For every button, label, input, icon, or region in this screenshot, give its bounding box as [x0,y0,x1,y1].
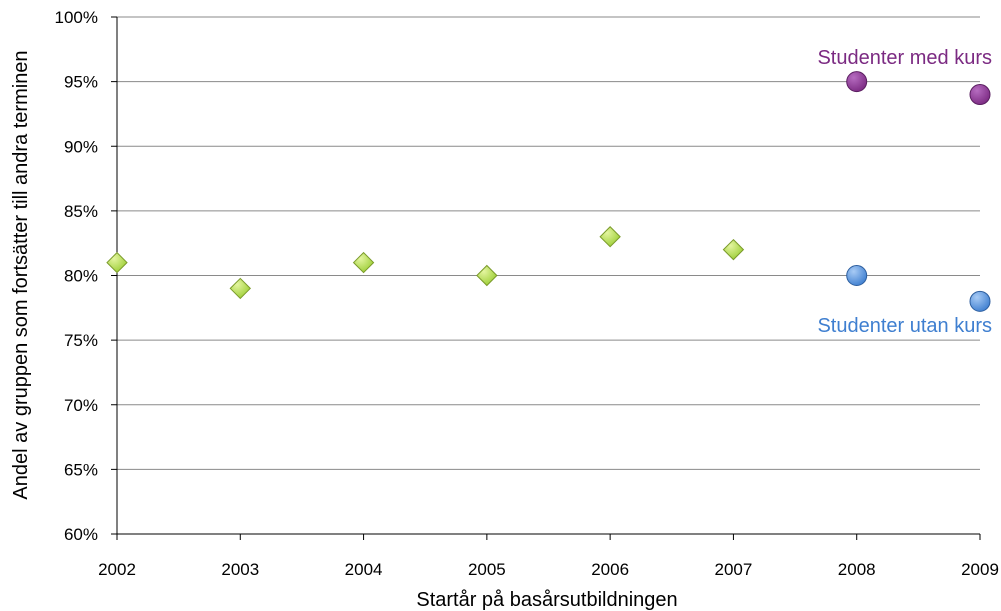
x-tick-label: 2007 [715,560,753,579]
diamond-point [599,226,621,248]
point-med-kurs [846,71,868,93]
y-tick-label: 70% [64,396,98,415]
axes [111,16,981,540]
diamond-point [476,264,498,287]
x-tick-label: 2008 [838,560,876,579]
point-utan-kurs [969,290,991,312]
x-tick-label: 2003 [221,560,259,579]
diamond-point [229,277,251,300]
x-tick-label: 2002 [98,560,136,579]
x-tick-labels: 2002 2003 2004 2005 2006 2007 2008 2009 [98,560,999,579]
point-utan-kurs [846,265,868,286]
y-tick-label: 60% [64,525,98,544]
x-tick-label: 2006 [591,560,629,579]
label-studenter-utan-kurs: Studenter utan kurs [817,315,992,337]
x-tick-label: 2004 [345,560,383,579]
y-tick-label: 90% [64,137,98,156]
y-tick-label: 100% [55,8,98,27]
y-tick-labels: 60% 65% 70% 75% 80% 85% 90% 95% 100% [55,8,98,544]
x-axis-title: Startår på basårsutbildningen [416,589,677,611]
diamond-point [352,251,375,274]
y-tick-label: 75% [64,331,98,350]
y-tick-label: 95% [64,73,98,92]
y-tick-label: 65% [64,460,98,479]
y-axis-title: Andel av gruppen som fortsätter till and… [10,50,32,499]
y-tick-label: 85% [64,202,98,221]
y-tick-label: 80% [64,267,98,286]
diamond-point [722,238,745,261]
gridlines [117,16,980,470]
x-tick-label: 2005 [468,560,506,579]
diamond-point [106,251,128,274]
point-med-kurs [969,84,991,106]
series-labels: Studenter med kurs Studenter utan kurs [817,47,992,337]
data-points [106,71,991,312]
x-tick-label: 2009 [961,560,999,579]
label-studenter-med-kurs: Studenter med kurs [817,47,992,69]
